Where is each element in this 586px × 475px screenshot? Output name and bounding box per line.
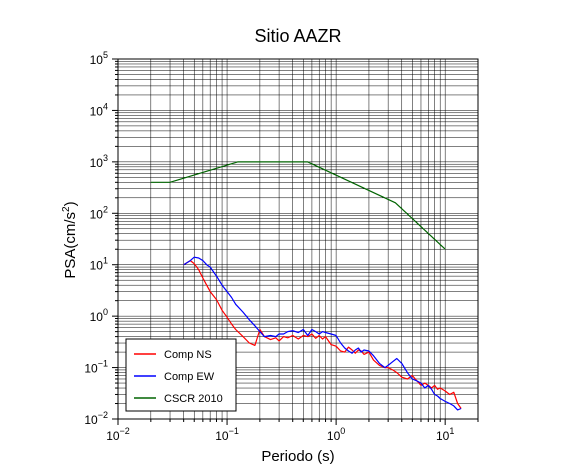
axis-ticks xyxy=(112,58,479,425)
x-tick-label: 100 xyxy=(327,426,345,443)
chart-title: Sitio AAZR xyxy=(254,26,341,46)
data-series xyxy=(150,161,462,411)
series-line-comp-ew xyxy=(183,256,462,411)
x-tick-label: 10−1 xyxy=(215,426,239,443)
y-tick-label: 105 xyxy=(90,50,108,67)
legend-label-ns: Comp NS xyxy=(164,349,212,361)
series-line-cscr-2010 xyxy=(150,161,446,250)
legend-label-ew: Comp EW xyxy=(164,371,215,383)
x-tick-label: 10−2 xyxy=(106,426,130,443)
y-tick-label: 103 xyxy=(90,153,108,170)
x-axis-label: Periodo (s) xyxy=(261,448,334,465)
legend-label-cscr: CSCR 2010 xyxy=(164,393,223,405)
y-tick-label: 10−2 xyxy=(84,410,108,427)
y-tick-labels: 10−2 10−1 100 101 102 103 104 105 xyxy=(84,50,108,427)
x-tick-label: 101 xyxy=(436,426,454,443)
y-tick-label: 104 xyxy=(90,101,108,118)
y-tick-label: 102 xyxy=(90,204,108,221)
y-tick-label: 100 xyxy=(90,307,108,324)
legend: Comp NS Comp EW CSCR 2010 xyxy=(125,338,237,412)
x-tick-labels: 10−2 10−1 100 101 xyxy=(106,426,454,443)
plot-frame xyxy=(117,58,479,420)
y-tick-label: 10−1 xyxy=(84,359,108,376)
series-line-comp-ns xyxy=(183,260,462,409)
y-axis-label: PSA(cm/s2) xyxy=(61,201,79,278)
legend-box xyxy=(125,338,237,412)
y-tick-label: 101 xyxy=(90,256,108,273)
